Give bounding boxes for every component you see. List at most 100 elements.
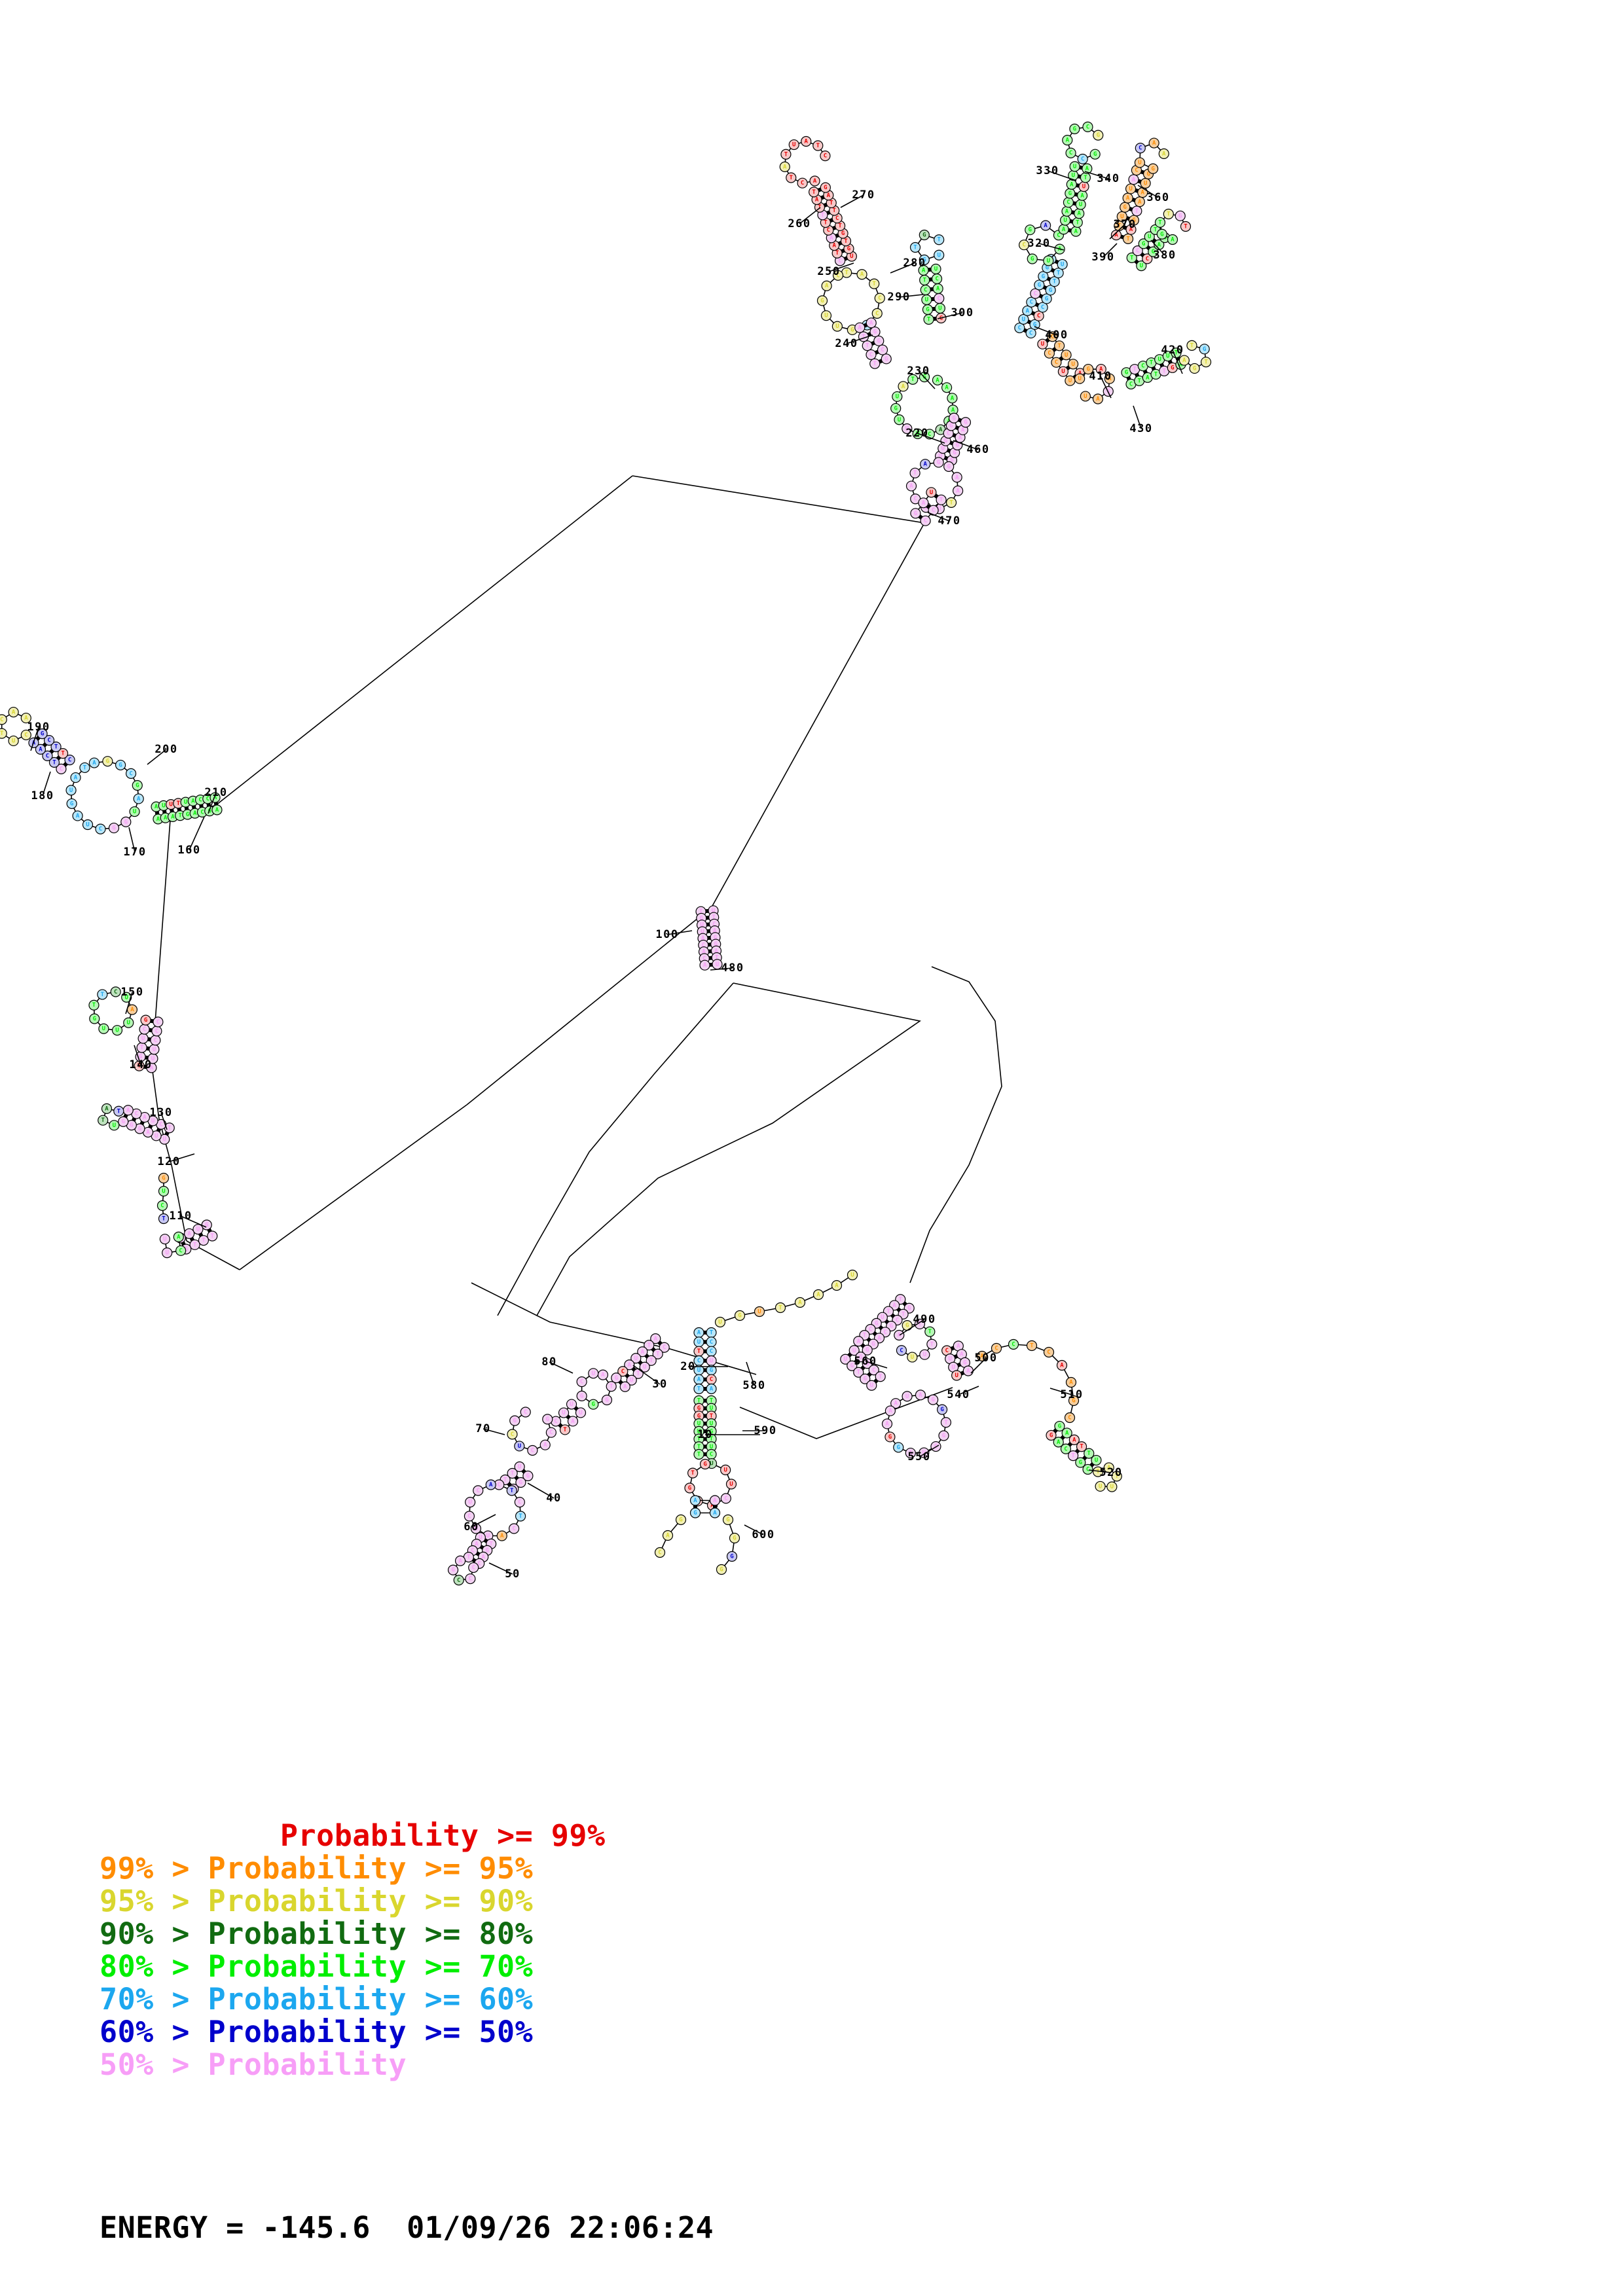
nucleotide-circle <box>934 234 945 245</box>
nucleotide-circle <box>854 322 866 333</box>
position-label-250: 250 <box>817 262 854 278</box>
nucleotide-circle <box>896 1345 907 1356</box>
position-label-410: 410 <box>1089 370 1112 399</box>
nucleotide-circle <box>662 1530 674 1541</box>
nucleotide-circle <box>1082 163 1093 174</box>
nucleotide: C <box>1082 121 1093 132</box>
strand-5prime: GAC <box>654 1514 687 1558</box>
position-number: 500 <box>974 1352 997 1365</box>
nucleotide-circle <box>175 1245 187 1256</box>
position-number: 180 <box>31 789 54 802</box>
nucleotide: A <box>1122 192 1133 204</box>
nucleotide-circle <box>576 1390 587 1401</box>
nucleotide-circle <box>1148 137 1159 149</box>
nucleotide-circle <box>1132 245 1143 257</box>
legend-row-plow: 50% > Probability <box>100 2047 407 2082</box>
position-leader-line <box>180 1215 207 1228</box>
position-number: 70 <box>475 1422 490 1435</box>
nucleotide-circle <box>1122 233 1134 244</box>
nucleotide: A <box>905 480 917 492</box>
nucleotide: A <box>947 393 958 404</box>
nucleotide: A <box>894 1329 905 1341</box>
nucleotide: G <box>902 1320 913 1331</box>
nucleotide-circle <box>454 1555 466 1566</box>
position-leader-line <box>666 930 693 935</box>
nucleotide: G <box>1027 253 1038 264</box>
nucleotide: A <box>709 1495 721 1506</box>
nucleotide-circle <box>652 1348 663 1359</box>
nucleotide: G <box>884 1431 896 1443</box>
nucleotide-circle <box>567 1416 579 1427</box>
nucleotide: U <box>1125 183 1137 194</box>
position-leader-line <box>42 771 51 797</box>
position-label-600: 600 <box>744 1524 774 1541</box>
nucleotide-circle <box>716 1564 727 1575</box>
position-label-510: 510 <box>1049 1388 1082 1401</box>
position-number: 220 <box>905 427 928 440</box>
nucleotide-circle <box>42 750 53 761</box>
nucleotide-circle <box>902 1320 913 1331</box>
nucleotide-circle <box>918 264 929 276</box>
nucleotide: A <box>812 1289 824 1300</box>
nucleotide-circle <box>1062 134 1073 146</box>
nucleotide: G <box>722 1514 734 1526</box>
nucleotide: U <box>192 1224 204 1235</box>
position-label-500: 500 <box>970 1352 997 1374</box>
nucleotide-circle <box>20 729 31 741</box>
nucleotide: A <box>866 317 877 329</box>
nucleotide-circle <box>734 1310 746 1321</box>
nucleotide: A <box>1148 137 1159 149</box>
position-leader-line <box>865 1361 888 1369</box>
nucleotide-circle <box>893 1442 904 1453</box>
nucleotide-circle <box>1044 348 1055 359</box>
nucleotide-circle <box>118 1116 129 1127</box>
nucleotide-circle <box>725 1479 737 1490</box>
nucleotide: U <box>820 310 832 321</box>
nucleotide-circle <box>1043 1346 1055 1358</box>
nucleotide-circle <box>588 1399 599 1410</box>
nucleotide: G <box>1189 363 1200 374</box>
nucleotide: C <box>527 1444 538 1456</box>
nucleotide: A <box>1178 355 1190 366</box>
nucleotide: U <box>1069 161 1080 172</box>
nucleotide-circle <box>1134 157 1146 168</box>
nucleotide-circle <box>976 1350 988 1362</box>
nucleotide: G <box>1148 163 1159 174</box>
nucleotide: A <box>133 793 144 804</box>
nucleotide-circle <box>98 1115 109 1126</box>
position-number: 340 <box>1097 172 1120 185</box>
position-number: 550 <box>907 1450 930 1463</box>
strand-backbone <box>162 1178 164 1219</box>
nucleotide: A <box>853 1336 864 1347</box>
position-leader-line <box>1084 171 1109 179</box>
nucleotide-circle <box>1142 253 1153 264</box>
nucleotide: T <box>113 1105 124 1117</box>
position-label-20: 20 <box>680 1360 728 1373</box>
nucleotide: U <box>558 1407 570 1418</box>
position-leader-line <box>128 827 136 853</box>
nucleotide: U <box>892 391 903 403</box>
nucleotide: A <box>779 161 790 172</box>
position-leader-line <box>483 1428 505 1435</box>
nucleotide: T <box>136 1042 147 1053</box>
nucleotide-circle <box>132 780 143 791</box>
position-leader-line <box>958 1386 979 1395</box>
nucleotide: G <box>1120 202 1131 213</box>
nucleotide: G <box>158 1172 170 1184</box>
nucleotide: T <box>693 1448 704 1460</box>
position-number: 540 <box>947 1388 970 1401</box>
nucleotide-circle <box>646 1355 657 1366</box>
nucleotide-circle <box>779 161 790 172</box>
nucleotide: U <box>566 1399 577 1410</box>
position-number: 30 <box>652 1378 667 1391</box>
nucleotide-circle <box>464 1511 475 1522</box>
nucleotide-circle <box>1111 1471 1122 1482</box>
nucleotide-circle <box>485 1479 496 1490</box>
nucleotide: U <box>159 1234 170 1245</box>
nucleotide: C <box>654 1547 666 1558</box>
